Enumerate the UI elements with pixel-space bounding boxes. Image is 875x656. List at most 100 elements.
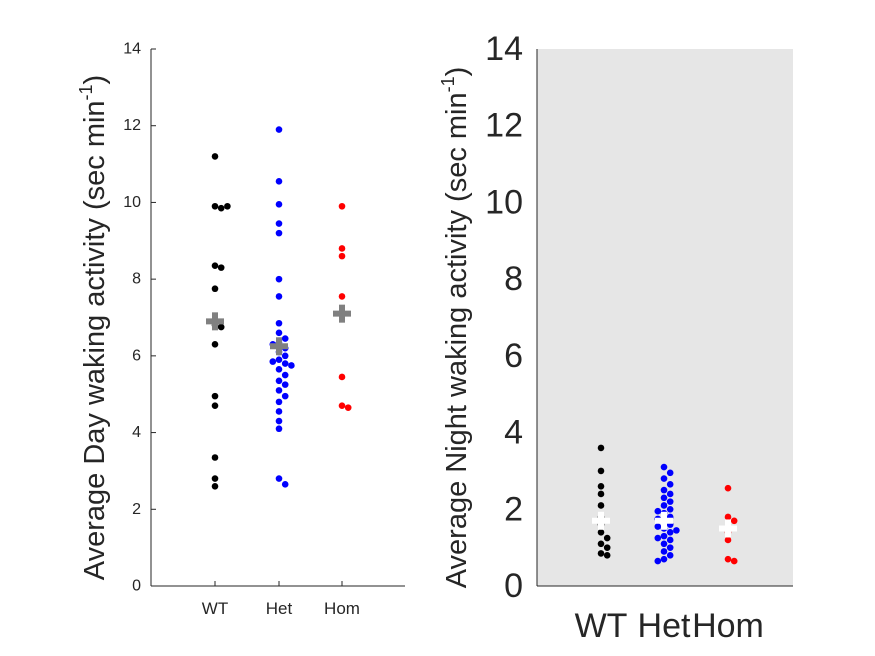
x-tick-label: WT bbox=[575, 607, 628, 645]
data-point-wt bbox=[211, 392, 219, 400]
data-point-het bbox=[281, 481, 289, 488]
x-tick-label: Het bbox=[266, 599, 293, 618]
data-point-hom bbox=[338, 402, 346, 410]
data-point-het bbox=[660, 486, 668, 494]
mean-marker-het bbox=[270, 337, 288, 356]
data-point-hom bbox=[730, 517, 738, 525]
mean-marker-het bbox=[655, 511, 673, 530]
y-tick-label: 4 bbox=[132, 424, 141, 441]
data-point-het bbox=[654, 557, 662, 565]
y-tick-label: 0 bbox=[132, 578, 141, 595]
data-point-het bbox=[275, 417, 283, 425]
data-point-het bbox=[666, 498, 674, 505]
data-point-het bbox=[666, 481, 674, 488]
data-point-het bbox=[660, 555, 668, 563]
data-point-het bbox=[660, 475, 668, 482]
x-tick-label: Het bbox=[638, 607, 691, 645]
data-point-het bbox=[660, 540, 668, 548]
data-point-wt bbox=[603, 544, 611, 551]
y-tick-label: 10 bbox=[485, 183, 523, 221]
data-point-het bbox=[275, 319, 283, 327]
data-point-wt bbox=[211, 402, 219, 410]
y-axis-label: Average Day waking activity (sec min-1) bbox=[76, 75, 111, 580]
data-point-hom bbox=[730, 557, 738, 565]
data-point-het bbox=[275, 475, 283, 482]
data-point-het bbox=[275, 229, 283, 237]
data-point-het bbox=[275, 178, 283, 185]
data-point-wt bbox=[597, 467, 605, 475]
data-point-wt bbox=[211, 475, 219, 482]
data-point-het bbox=[654, 534, 662, 542]
data-point-wt bbox=[603, 534, 611, 542]
mean-marker-wt bbox=[206, 312, 224, 331]
data-point-het bbox=[281, 381, 289, 388]
data-point-het bbox=[660, 548, 668, 555]
data-point-het bbox=[275, 201, 283, 208]
data-point-het bbox=[654, 507, 662, 515]
data-point-hom bbox=[724, 536, 732, 544]
x-tick-label: Hom bbox=[324, 599, 360, 618]
y-tick-label: 12 bbox=[485, 107, 523, 145]
x-tick-label: WT bbox=[202, 599, 228, 618]
data-point-het bbox=[660, 532, 668, 540]
data-point-wt bbox=[597, 502, 605, 509]
y-tick-label: 0 bbox=[504, 567, 523, 605]
data-point-hom bbox=[338, 293, 346, 300]
data-point-het bbox=[288, 362, 295, 369]
y-axis-label-superscript: -1 bbox=[76, 84, 96, 100]
y-tick-label: 14 bbox=[123, 41, 141, 58]
y-axis-label: Average Night waking activity (sec min-1… bbox=[438, 67, 473, 589]
y-axis-label-main: Average Night waking activity (sec min bbox=[441, 92, 473, 588]
data-point-wt bbox=[211, 202, 219, 210]
data-point-hom bbox=[724, 484, 732, 492]
data-point-het bbox=[666, 490, 674, 498]
data-point-wt bbox=[211, 341, 219, 348]
data-point-wt bbox=[597, 490, 605, 498]
night-activity-panel: 0 2 4 6 8 10 12 14 WT Het Hom Average Night waking … bbox=[438, 30, 793, 645]
data-point-wt bbox=[211, 153, 219, 160]
y-axis-label-main: Average Day waking activity (sec min bbox=[79, 100, 111, 580]
data-point-het bbox=[275, 356, 283, 363]
data-point-het bbox=[660, 463, 668, 471]
y-tick-label: 6 bbox=[504, 337, 523, 375]
data-point-wt bbox=[597, 529, 605, 536]
y-tick-label: 4 bbox=[504, 414, 523, 452]
data-point-hom bbox=[338, 202, 346, 210]
data-point-het bbox=[666, 536, 674, 544]
y-axis-label-superscript: -1 bbox=[438, 76, 458, 92]
y-tick-label: 10 bbox=[123, 194, 141, 211]
data-point-het bbox=[281, 335, 289, 342]
data-point-het bbox=[666, 469, 674, 477]
data-point-het bbox=[275, 387, 283, 394]
data-point-het bbox=[275, 275, 283, 283]
data-point-het bbox=[281, 360, 289, 367]
mean-marker-hom bbox=[333, 304, 351, 323]
data-point-wt bbox=[597, 482, 605, 490]
y-tick-label: 8 bbox=[504, 260, 523, 298]
y-axis-label-close: ) bbox=[441, 67, 473, 77]
data-point-wt bbox=[211, 285, 219, 293]
y-tick-label: 12 bbox=[123, 117, 141, 134]
data-point-hom bbox=[724, 513, 732, 521]
data-point-het bbox=[275, 126, 283, 133]
y-tick-label: 2 bbox=[132, 501, 141, 518]
data-point-hom bbox=[338, 373, 346, 381]
data-point-het bbox=[275, 293, 283, 300]
data-point-het bbox=[275, 220, 283, 227]
data-point-wt bbox=[597, 550, 605, 557]
data-point-het bbox=[281, 371, 289, 379]
data-point-het bbox=[660, 502, 668, 509]
data-point-het bbox=[275, 329, 283, 337]
data-point-wt bbox=[597, 540, 605, 548]
data-point-het bbox=[275, 365, 283, 373]
y-axis-label-close: ) bbox=[79, 75, 111, 85]
data-point-het bbox=[281, 392, 289, 400]
data-point-hom bbox=[338, 252, 346, 260]
mean-marker-wt bbox=[592, 511, 610, 530]
data-point-wt bbox=[211, 454, 219, 461]
data-point-hom bbox=[338, 245, 346, 252]
data-point-wt bbox=[211, 262, 219, 270]
data-point-wt bbox=[597, 444, 605, 452]
y-tick-label: 14 bbox=[485, 30, 523, 68]
